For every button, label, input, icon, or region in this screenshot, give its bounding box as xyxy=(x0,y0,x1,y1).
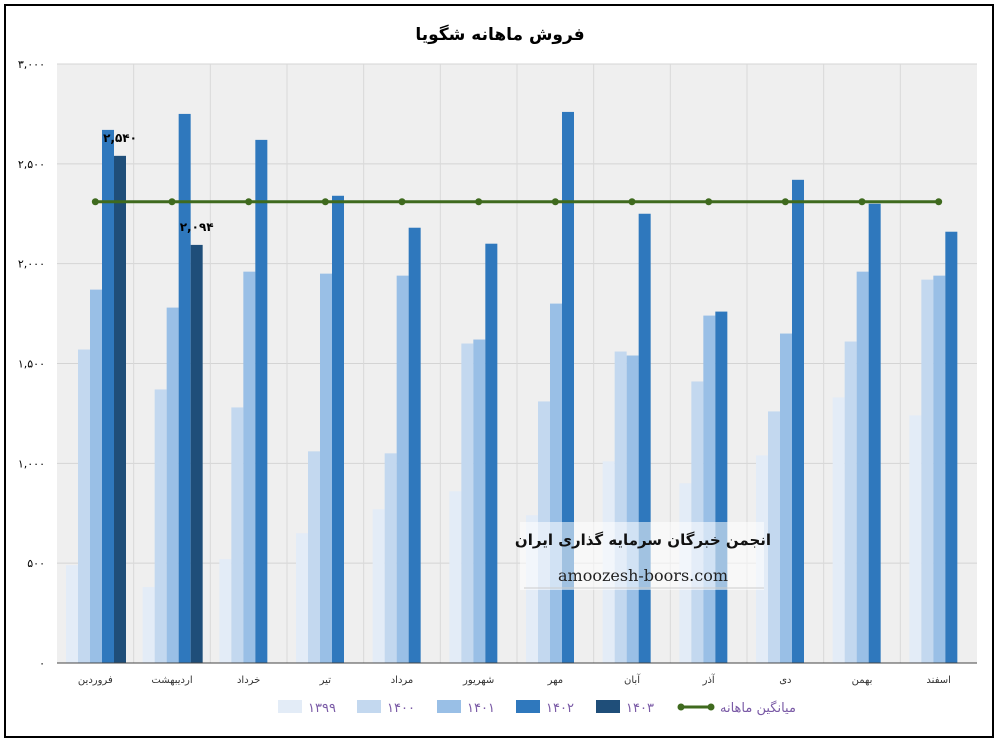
bar xyxy=(921,279,934,663)
legend-swatch xyxy=(516,700,540,713)
bar xyxy=(449,491,462,663)
bar xyxy=(231,407,244,663)
legend-label: ۱۴۰۱ xyxy=(467,701,495,716)
legend-line-marker xyxy=(707,703,715,711)
x-tick-label: مرداد xyxy=(391,675,414,686)
legend-swatch xyxy=(596,700,620,713)
bar xyxy=(715,311,728,663)
bar xyxy=(933,275,946,663)
bar xyxy=(832,397,845,663)
watermark-org: انجمن خبرگان سرمایه گذاری ایران xyxy=(515,531,771,549)
bar xyxy=(114,155,126,663)
bar xyxy=(550,303,562,663)
bar xyxy=(485,243,498,663)
legend-swatch xyxy=(437,700,461,713)
x-tick-label: خرداد xyxy=(237,675,260,686)
average-marker xyxy=(475,198,483,206)
legend-swatch xyxy=(357,700,381,713)
legend-label: ۱۳۹۹ xyxy=(308,701,336,716)
average-marker xyxy=(858,198,866,206)
bar xyxy=(154,389,167,663)
y-tick-label: ۲,۰۰۰ xyxy=(18,258,45,271)
average-marker xyxy=(551,198,559,206)
bar xyxy=(909,415,922,663)
bar xyxy=(780,333,792,663)
bar xyxy=(66,565,78,663)
average-marker xyxy=(321,198,329,206)
legend-label: ۱۴۰۳ xyxy=(626,701,654,716)
x-tick-label: اردیبهشت xyxy=(151,675,192,686)
bar xyxy=(102,129,114,663)
x-tick-label: بهمن xyxy=(852,675,873,686)
bar xyxy=(626,355,639,663)
x-tick-label: فروردین xyxy=(78,675,113,686)
data-label: ۲,۰۹۴ xyxy=(180,220,214,234)
x-tick-label: دی xyxy=(779,675,791,686)
bar xyxy=(372,509,385,663)
bar xyxy=(243,271,256,663)
average-marker xyxy=(781,198,789,206)
y-tick-label: ۱,۵۰۰ xyxy=(18,358,45,371)
average-marker xyxy=(245,198,253,206)
legend: میانگین ماهانه ۱۴۰۳ ۱۴۰۲ ۱۴۰۱ ۱۴۰۰ ۱۳۹۹ xyxy=(278,700,796,716)
bar xyxy=(408,227,421,663)
average-marker xyxy=(91,198,99,206)
bar xyxy=(614,351,627,663)
legend-line-marker xyxy=(677,703,685,711)
bar xyxy=(320,273,332,663)
y-tick-label: ۲,۵۰۰ xyxy=(18,158,45,171)
bar xyxy=(142,587,155,663)
x-tick-label: آبان xyxy=(624,673,641,686)
legend-label: ۱۴۰۲ xyxy=(546,701,574,716)
bar xyxy=(768,411,780,663)
y-tick-label: ۱,۰۰۰ xyxy=(18,457,45,470)
x-tick-label: آذر xyxy=(702,673,716,686)
chart-title: فروش ماهانه شگویا xyxy=(415,24,584,45)
bar xyxy=(255,139,268,663)
bar xyxy=(384,453,397,663)
legend-swatch xyxy=(278,700,302,713)
bar xyxy=(844,341,857,663)
average-marker xyxy=(398,198,406,206)
bar xyxy=(296,533,308,663)
bar xyxy=(856,271,869,663)
average-marker xyxy=(628,198,636,206)
bar xyxy=(178,113,191,663)
bar xyxy=(78,349,90,663)
watermark-background xyxy=(520,522,764,590)
bar xyxy=(868,203,881,663)
average-marker xyxy=(935,198,943,206)
y-tick-label: ۵۰۰ xyxy=(27,557,45,570)
x-tick-label: تیر xyxy=(319,675,332,686)
watermark: انجمن خبرگان سرمایه گذاری ایران amoozesh… xyxy=(515,522,771,590)
average-marker xyxy=(168,198,176,206)
bar xyxy=(332,195,344,663)
average-marker xyxy=(705,198,713,206)
bar xyxy=(638,213,651,663)
legend-label: ۱۴۰۰ xyxy=(387,701,415,716)
x-tick-label: شهریور xyxy=(462,675,494,686)
bar xyxy=(945,231,958,663)
bar xyxy=(166,307,179,663)
bar xyxy=(190,244,203,663)
x-tick-label: اسفند xyxy=(926,675,950,686)
data-label: ۲,۵۴۰ xyxy=(103,131,137,145)
bar xyxy=(792,179,804,663)
bar xyxy=(308,451,320,663)
bar xyxy=(461,343,474,663)
y-tick-label: ۰ xyxy=(39,657,45,670)
bar xyxy=(396,275,409,663)
legend-label: میانگین ماهانه xyxy=(720,700,796,716)
bar xyxy=(90,289,102,663)
bar xyxy=(473,339,486,663)
bar xyxy=(219,559,232,663)
x-tick-label: مهر xyxy=(547,675,563,686)
bar xyxy=(703,315,716,663)
y-tick-label: ۳,۰۰۰ xyxy=(18,58,45,71)
watermark-site: amoozesh-boors.com xyxy=(558,566,728,585)
